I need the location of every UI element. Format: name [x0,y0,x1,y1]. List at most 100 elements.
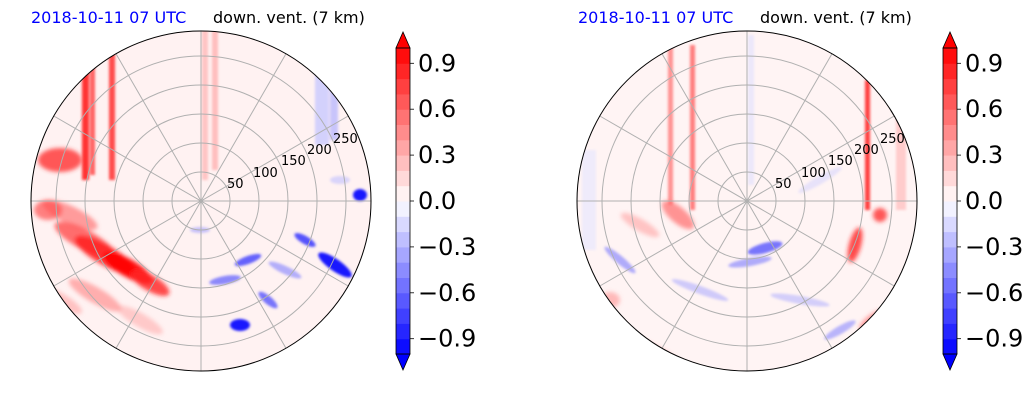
colorbar-band [396,139,410,156]
panel-1-streak [90,65,95,175]
panel-1-title-left: 2018-10-11 07 UTC [31,8,186,27]
panel-1-ring-label: 250 [333,132,358,147]
panel-1-blob [318,252,352,278]
colorbar-band [396,323,410,340]
colorbar-band [943,292,957,309]
panel-2-polar-plot: 50 100 150 200 250 [576,30,918,372]
colorbar-band [396,308,410,324]
panel-1-colorbar-bands [395,31,414,371]
colorbar-band [943,262,957,278]
panel-2-colorbar-tick: 0.6 [965,95,1003,123]
panel-2-blob [747,241,783,255]
colorbar-band [943,216,957,233]
panel-1-ring-label: 50 [227,177,244,192]
colorbar-band [396,216,410,233]
panel-1: 2018-10-11 07 UTC down. vent. (7 km) [30,8,476,372]
panel-1-blob [330,176,350,184]
panel-2-colorbar-tick: 0.0 [965,187,1003,215]
colorbar-band [943,63,957,80]
panel-1-colorbar-tick: 0.9 [418,49,456,77]
panel-1-streak [330,85,338,140]
panel-2-streak [690,45,695,210]
panel-2-colorbar-tick: 0.9 [965,49,1003,77]
panel-2-ring-label: 150 [828,154,853,169]
colorbar-band [943,155,957,171]
colorbar-band [943,93,957,110]
panel-1-blob [209,275,241,285]
panel-2-blob [873,208,887,222]
panel-1-ring-label: 200 [307,143,332,158]
panel-2-colorbar-tick: −0.3 [965,233,1023,261]
panel-2-frame [576,30,918,372]
panel-1-colorbar-ticks: 0.9 0.6 0.3 0.0 −0.3 −0.6 −0.9 [418,49,476,352]
colorbar-band [943,201,957,217]
panel-1-polar-plot: 50 100 150 200 250 [30,30,372,372]
panel-1-blob [294,233,316,247]
panel-2-ring-label: 100 [801,166,826,181]
colorbar-band [396,231,410,248]
panel-2-blob [728,256,772,268]
panel-2-title-right: down. vent. (7 km) [760,8,912,27]
colorbar-band [943,308,957,324]
panel-2-colorbar-tick: −0.6 [965,279,1023,307]
panel-1-streak [212,31,218,170]
colorbar-extend-max [942,31,958,49]
panel-2-streak [748,35,754,185]
colorbar-band [396,338,410,355]
panel-1-colorbar-tick: −0.3 [418,233,476,261]
colorbar-band [396,277,410,294]
panel-1-colorbar-tick: 0.3 [418,141,456,169]
panel-1-blob [117,305,163,335]
panel-1-blob [353,189,367,201]
colorbar-band [396,185,410,202]
panel-1-colorbar-tick: 0.6 [418,95,456,123]
panel-1-ring-labels: 50 100 150 200 250 [227,132,358,192]
panel-1-grid [31,31,371,371]
colorbar-band [943,109,957,125]
colorbar-band [943,48,957,64]
panel-1-colorbar-tick: −0.9 [418,325,476,353]
panel-2: 2018-10-11 07 UTC down. vent. (7 km) [576,8,1023,372]
panel-2-ring-label: 200 [854,143,879,158]
colorbar-extend-min [942,353,958,371]
panel-1-blob [268,261,302,279]
panel-2-blob [661,200,695,230]
colorbar-band [396,262,410,278]
colorbar-band [943,246,957,263]
panel-2-blob [620,212,660,238]
colorbar-band [396,78,410,95]
colorbar-band [396,155,410,171]
panel-2-ring-labels: 50 100 150 200 250 [775,132,905,192]
panel-1-streak [82,60,89,180]
panel-2-blob [847,227,863,263]
colorbar-band [396,48,410,64]
panel-2-blob [671,279,729,301]
panel-2-blob [824,320,856,340]
colorbar-band [396,124,410,141]
colorbar-extend-max [395,31,411,49]
colorbar-band [943,139,957,156]
panel-1-blob [34,200,62,220]
colorbar-band [396,246,410,263]
panel-1-streak [109,52,115,180]
panel-2-colorbar-bands [942,31,961,371]
colorbar-band [943,323,957,340]
panel-2-title-left: 2018-10-11 07 UTC [578,8,733,27]
panel-2-blob [770,293,830,307]
panel-2-streak [582,150,596,250]
panel-2-blob [798,167,842,193]
panel-2-spoke [661,53,833,349]
colorbar-band [943,124,957,141]
colorbar-band [396,170,410,187]
colorbar-band [943,78,957,95]
panel-1-frame [30,30,372,372]
panel-1-spoke [115,53,287,349]
panel-2-ring-label: 250 [880,132,905,147]
panel-1-colorbar-tick: −0.6 [418,279,476,307]
panel-1-blob [68,278,122,312]
colorbar-band [396,93,410,110]
panel-1-streak [202,31,208,180]
panel-1-blob [38,148,82,172]
panel-1-colorbar-tick: 0.0 [418,187,456,215]
